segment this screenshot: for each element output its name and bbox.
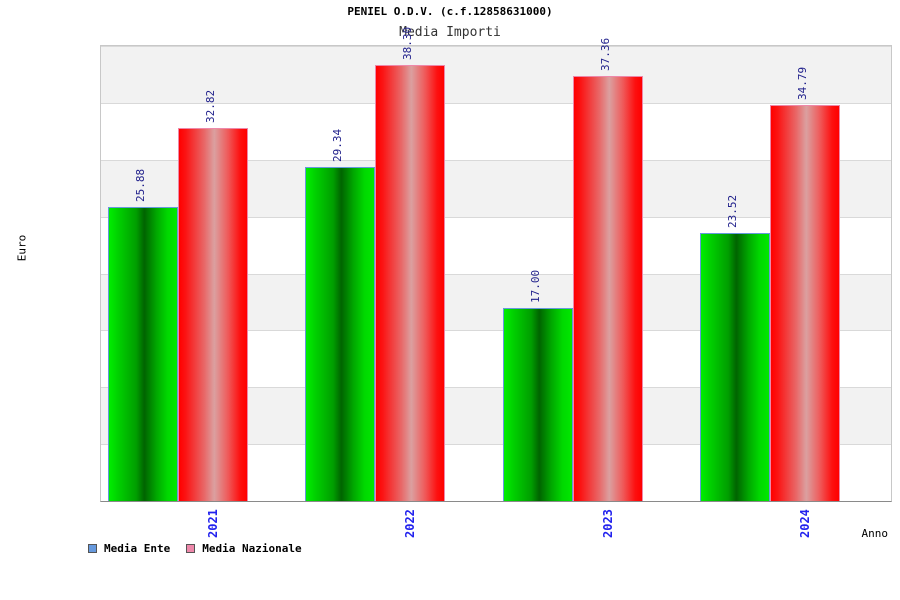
bar-value-label: 37.36 [598,37,612,72]
legend-swatch-icon [186,544,196,553]
bar-value-label: 25.88 [133,168,147,202]
y-axis-title: Euro [15,234,29,262]
bar-value-label: 23.52 [726,195,740,229]
bar-value-label: 17.00 [528,269,542,303]
x-axis-tick-label-2021: 2021 [205,509,220,538]
bar-media-nazionale-2022[interactable]: 38.30 [375,27,446,501]
legend-label: Media Nazionale [202,542,302,555]
bar-value-label: 34.79 [796,67,810,101]
legend-item-media-ente[interactable]: Media Ente [88,542,170,555]
x-axis-tick-label-2024: 2024 [798,509,813,538]
legend-swatch-icon [88,544,97,553]
chart-title: PENIEL O.D.V. (c.f.12858631000) [347,5,553,18]
gridline [101,46,891,47]
bar-value-label: 32.82 [203,89,217,123]
bar-value-label: 29.34 [331,129,345,163]
bar-media-ente-2023[interactable]: 17.00 [502,270,573,501]
bar-media-nazionale-2024[interactable]: 34.79 [770,67,841,501]
gridline [101,159,891,161]
chart-subtitle: Media Importi [399,25,501,40]
bar-media-ente-2024[interactable]: 23.52 [700,195,771,501]
x-axis-title: Anno [861,527,889,540]
bar-media-nazionale-2023[interactable]: 37.36 [572,38,643,501]
chart-legend: Media Ente Media Nazionale [88,542,302,555]
gridline [101,102,891,104]
bar-media-nazionale-2021[interactable]: 32.82 [177,90,248,501]
x-axis-tick-label-2023: 2023 [600,509,615,538]
plot-band [101,46,891,103]
x-axis-tick-label-2022: 2022 [403,509,418,538]
bar-media-ente-2022[interactable]: 29.34 [305,129,376,501]
plot-area: 25.88 32.82 29.34 38.30 17.00 37.36 23.52 34.79 [100,27,892,502]
gridline [101,387,891,389]
gridline [101,330,891,332]
gridline [101,444,891,446]
legend-item-media-nazionale[interactable]: Media Nazionale [186,542,302,555]
legend-label: Media Ente [104,542,171,555]
bar-media-ente-2021[interactable]: 25.88 [107,169,178,501]
gridline [101,216,891,218]
gridline [101,273,891,275]
bar-value-label: 38.30 [401,27,415,61]
